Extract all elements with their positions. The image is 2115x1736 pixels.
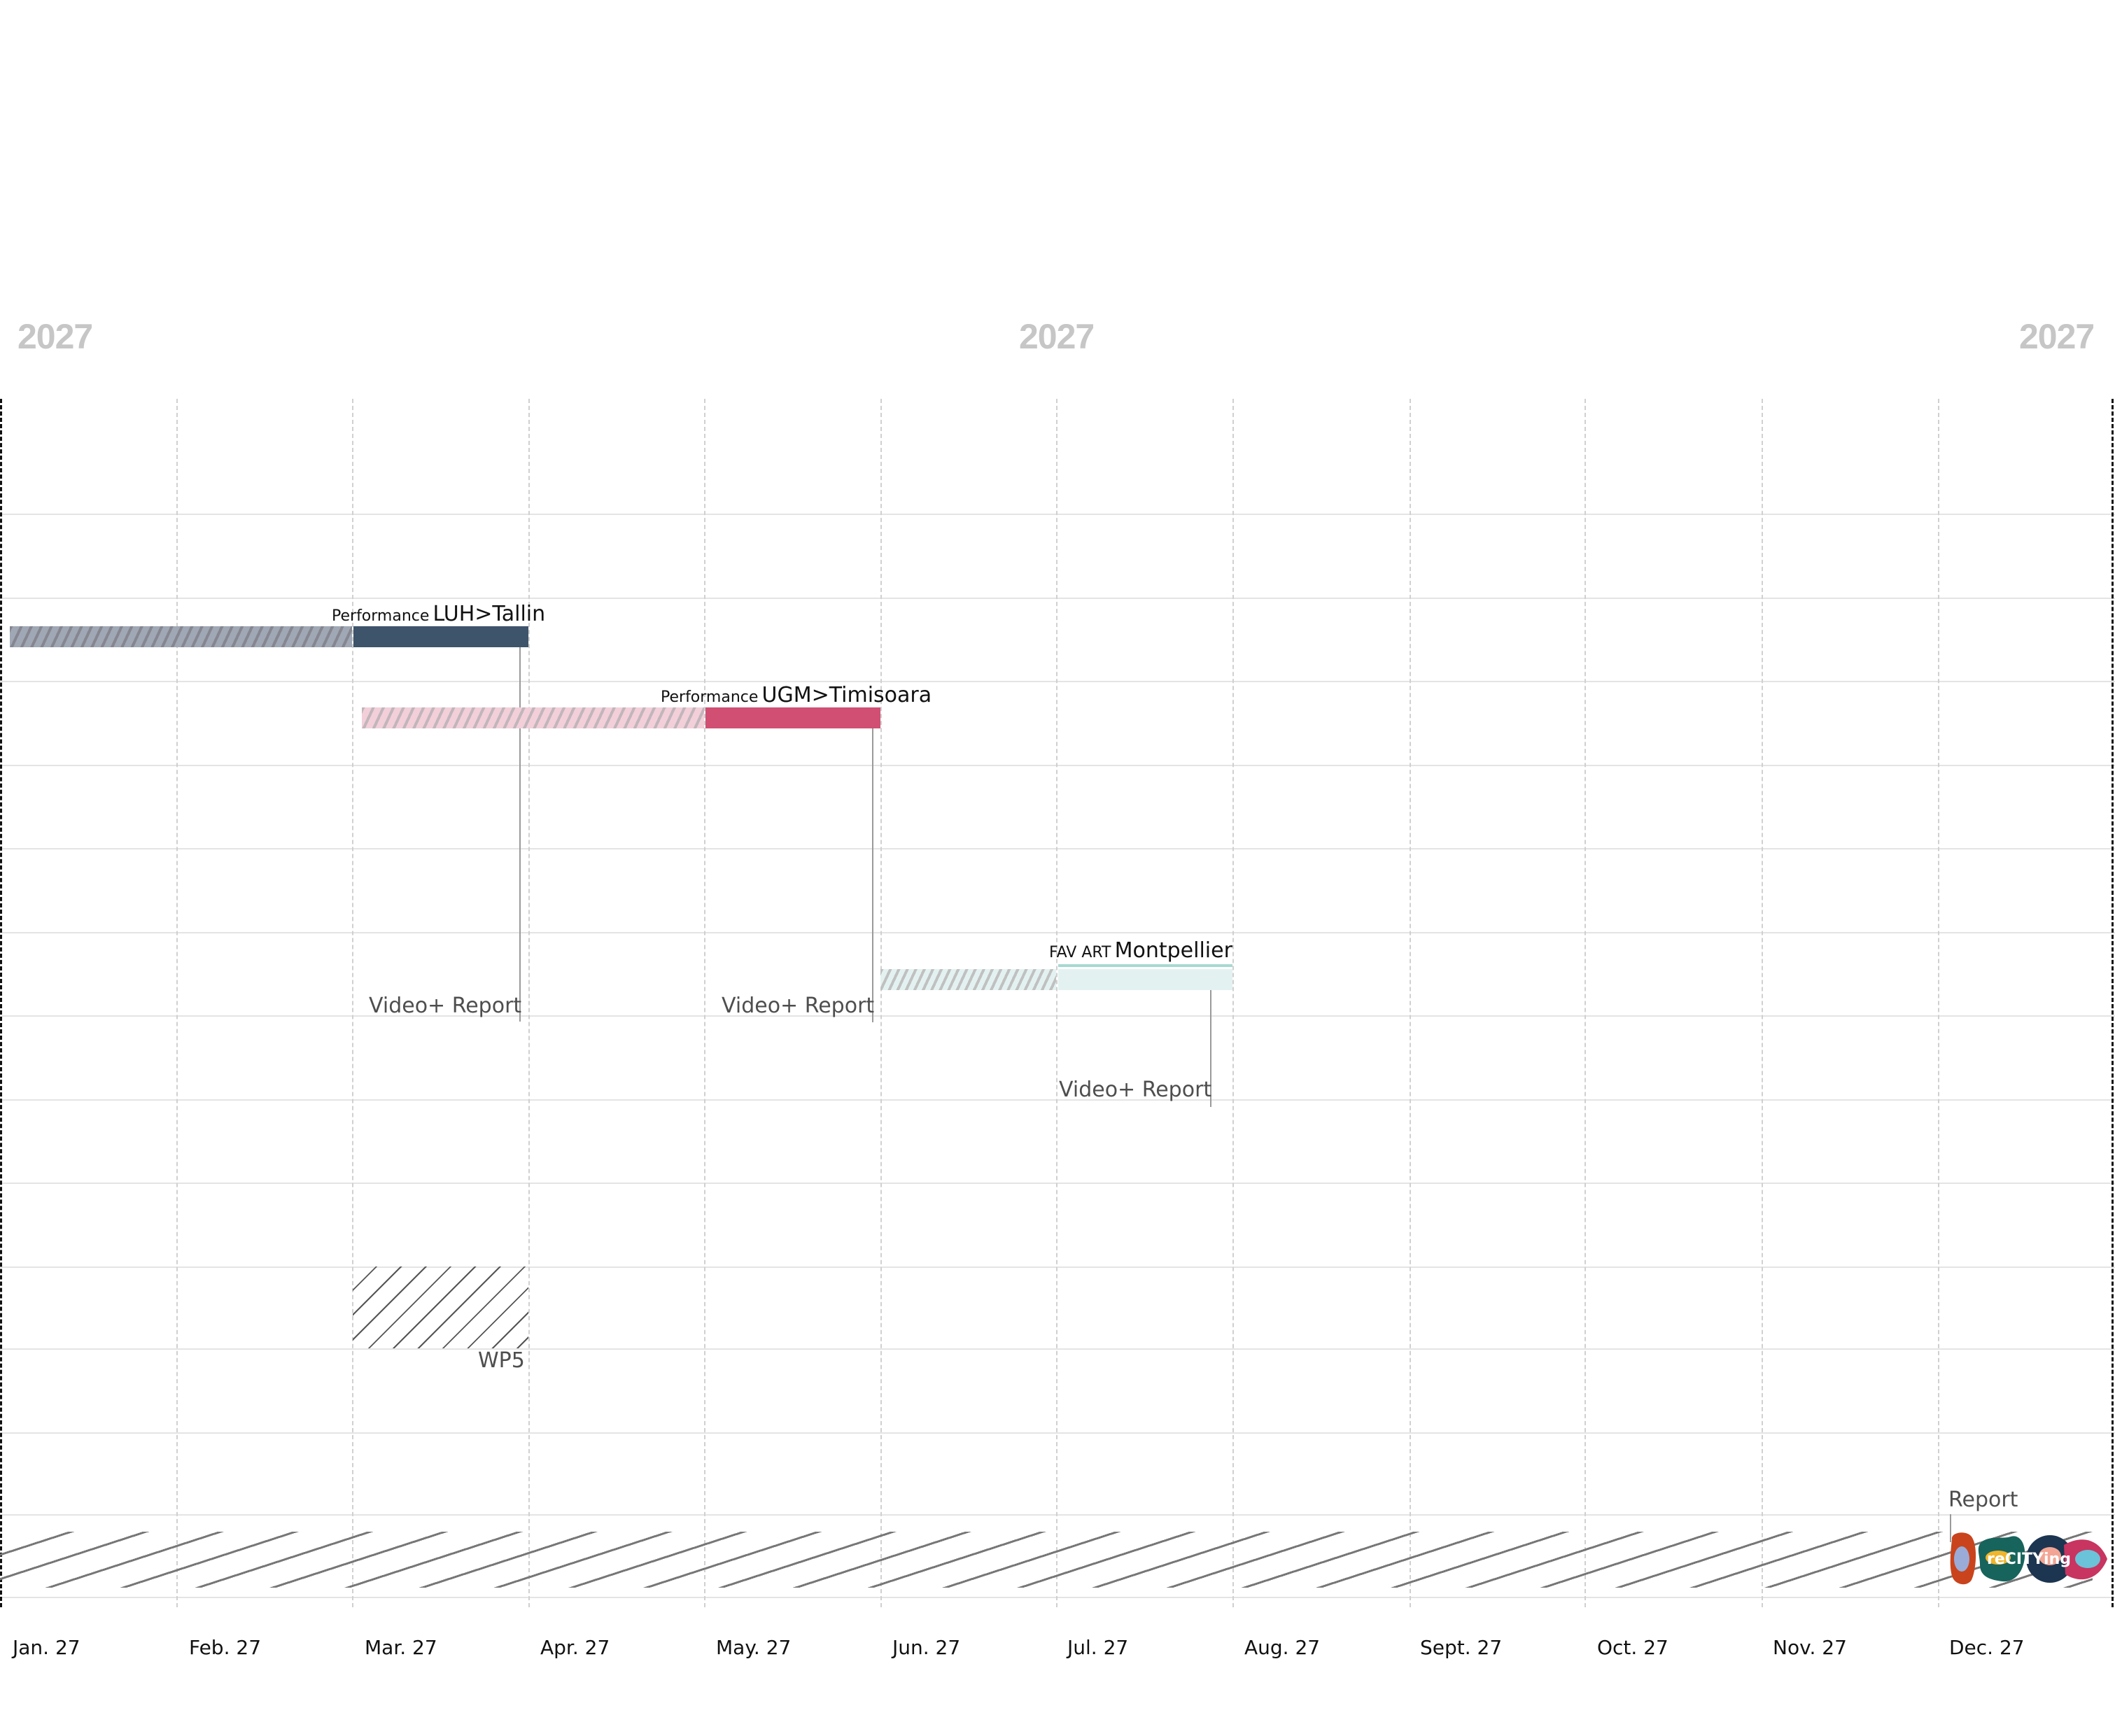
month-gridline (176, 399, 178, 1607)
row-line (0, 514, 2115, 515)
plot-right-edge (2112, 399, 2114, 1607)
row-line (0, 1015, 2115, 1017)
task-name: Montpellier (1114, 938, 1232, 963)
axis-label-jun: Jun. 27 (892, 1636, 961, 1659)
milestone-leader-line (872, 728, 873, 1022)
row-line (0, 1432, 2115, 1434)
axis-label-mar: Mar. 27 (365, 1636, 437, 1659)
year-label-left: 2027 (17, 317, 93, 356)
month-gridline (704, 399, 705, 1607)
milestone-leader-line (519, 647, 521, 1022)
month-gridline (1938, 399, 1939, 1607)
recitying-logo: reCITYing (1948, 1531, 2109, 1587)
task-prefix: Performance (661, 689, 759, 706)
project-duration-band[interactable] (0, 1532, 2093, 1588)
month-gridline (1410, 399, 1411, 1607)
task-prefix: FAV ART (1049, 944, 1111, 961)
wp5-label: WP5 (478, 1348, 525, 1373)
milestone-label: Video+ Report (369, 994, 522, 1018)
axis-label-feb: Feb. 27 (189, 1636, 262, 1659)
task-ugm-timisoara-bar[interactable] (705, 707, 880, 728)
task-luh-tallin-prep-bar[interactable] (10, 626, 352, 647)
row-line (0, 765, 2115, 766)
task-name: LUH>Tallin (433, 602, 546, 626)
plot-left-edge (0, 399, 2, 1607)
row-line (0, 598, 2115, 599)
task-montpellier-title: FAV ART Montpellier (1049, 938, 1232, 963)
month-gridline (880, 399, 882, 1607)
axis-label-may: May. 27 (716, 1636, 792, 1659)
month-gridline (1762, 399, 1763, 1607)
milestone-label: Video+ Report (1059, 1078, 1212, 1102)
month-gridline (1056, 399, 1058, 1607)
axis-label-oct: Oct. 27 (1597, 1636, 1668, 1659)
row-line (0, 1597, 2115, 1598)
row-line (0, 848, 2115, 849)
logo-wordmark: reCITYing (1987, 1551, 2071, 1568)
row-line (0, 1183, 2115, 1184)
milestone-leader-line (1210, 990, 1211, 1107)
row-line (0, 932, 2115, 933)
task-prefix: Performance (332, 607, 430, 625)
year-label-middle: 2027 (1019, 317, 1095, 356)
task-ugm-timisoara-title: Performance UGM>Timisoara (661, 683, 932, 707)
task-montpellier-prep-bar[interactable] (880, 969, 1056, 990)
axis-label-dec: Dec. 27 (1949, 1636, 2025, 1659)
task-ugm-timisoara-prep-bar[interactable] (362, 707, 704, 728)
row-line (0, 1266, 2115, 1268)
row-line (0, 681, 2115, 682)
task-luh-tallin-bar[interactable] (353, 626, 528, 647)
row-line (0, 1099, 2115, 1101)
month-gridline (1585, 399, 1586, 1607)
month-gridline (1232, 399, 1234, 1607)
gantt-plot-area: Performance LUH>Tallin Video+ Report Per… (0, 399, 2115, 1607)
axis-label-nov: Nov. 27 (1773, 1636, 1847, 1659)
axis-label-jul: Jul. 27 (1067, 1636, 1129, 1659)
final-report-label: Report (1948, 1488, 2018, 1512)
axis-label-apr: Apr. 27 (540, 1636, 610, 1659)
year-label-right: 2027 (2019, 317, 2095, 356)
report-leader-line (1950, 1514, 1951, 1542)
row-line (0, 1348, 2115, 1350)
milestone-label: Video+ Report (722, 994, 875, 1018)
month-gridline (528, 399, 530, 1607)
task-luh-tallin-title: Performance LUH>Tallin (332, 602, 545, 626)
task-name: UGM>Timisoara (761, 683, 932, 707)
axis-label-aug: Aug. 27 (1244, 1636, 1321, 1659)
axis-label-sept: Sept. 27 (1420, 1636, 1503, 1659)
month-gridline (352, 399, 353, 1607)
recitying-logo-icon: reCITYing (1950, 1532, 2107, 1585)
axis-label-jan: Jan. 27 (13, 1636, 80, 1659)
row-line (0, 1514, 2115, 1516)
wp5-block[interactable] (353, 1266, 528, 1348)
task-montpellier-accent-line (1058, 964, 1232, 967)
task-montpellier-bar[interactable] (1058, 969, 1232, 990)
